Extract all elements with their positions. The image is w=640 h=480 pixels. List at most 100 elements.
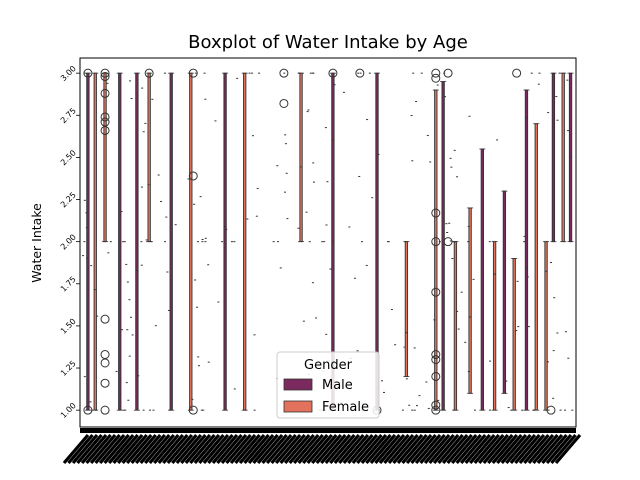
x-tick-label-93 [482, 433, 509, 465]
outlier-32 [443, 68, 453, 78]
box-25 [551, 72, 556, 243]
x-tick-label-71 [383, 433, 410, 465]
outlier-29 [431, 371, 441, 381]
x-tick-label-108 [550, 433, 577, 465]
box-26 [561, 72, 565, 243]
box-8 [223, 72, 227, 411]
x-tick-label-76 [405, 433, 433, 465]
box-9 [243, 72, 247, 411]
x-tick-label-56 [315, 433, 342, 465]
x-tick-band [80, 428, 576, 433]
x-tick-label-97 [500, 433, 528, 465]
x-tick-label-21 [157, 433, 185, 465]
x-tick-label-19 [148, 433, 175, 465]
x-tick-label-69 [374, 433, 401, 465]
x-tick-label-11 [112, 433, 139, 465]
outlier-34 [512, 68, 522, 78]
x-tick-label-72 [387, 433, 415, 465]
x-tick-label-109 [554, 433, 582, 465]
x-tick-label-53 [302, 433, 329, 465]
y-axis-ticks: 1.00 1.25 1.50 1.75 2.00 2.25 2.50 2.75 3.00 [59, 64, 80, 420]
x-tick-label-32 [207, 433, 234, 465]
box-20 [502, 190, 507, 394]
x-tick-label-85 [446, 433, 473, 465]
outlier-26 [431, 287, 441, 297]
legend: Gender Male Female [276, 351, 380, 419]
x-tick-label-84 [441, 433, 469, 465]
y-tick-label-5: 2.25 [59, 190, 78, 209]
box-13 [404, 241, 409, 377]
legend-swatch-male [283, 378, 313, 391]
x-tick-label-100 [514, 433, 541, 465]
x-tick-label-42 [252, 433, 279, 465]
x-tick-label-79 [419, 433, 446, 465]
box-1 [93, 72, 97, 411]
outlier-31 [431, 405, 441, 415]
x-tick-label-77 [410, 433, 437, 465]
outlier-10 [100, 358, 110, 368]
x-tick-label-102 [523, 433, 550, 465]
x-tick-label-41 [247, 433, 275, 465]
x-tick-label-49 [283, 433, 311, 465]
x-tick-label-83 [437, 433, 464, 465]
x-tick-label-90 [469, 433, 496, 465]
x-tick-label-103 [527, 433, 555, 465]
x-tick-label-38 [234, 433, 261, 465]
x-tick-label-94 [487, 433, 514, 465]
box-14 [434, 89, 438, 411]
x-tick-label-30 [198, 433, 225, 465]
outlier-15 [188, 171, 198, 181]
box-17 [468, 207, 472, 394]
y-tick-label-7: 2.75 [59, 106, 78, 125]
x-tick-label-59 [329, 433, 356, 465]
x-tick-label-86 [450, 433, 478, 465]
x-tick-label-3 [76, 433, 103, 465]
outlier-16 [188, 405, 198, 415]
legend-swatch-female [283, 400, 313, 413]
y-tick-label-6: 2.50 [59, 148, 78, 167]
y-tick-label-4: 2.00 [59, 233, 78, 252]
box-0 [86, 72, 90, 411]
x-tick-label-62 [342, 433, 370, 465]
x-tick-label-2 [71, 433, 99, 465]
x-tick-label-95 [491, 433, 519, 465]
x-tick-label-36 [225, 433, 252, 465]
x-tick-label-101 [518, 433, 546, 465]
x-tick-label-54 [306, 433, 333, 465]
x-tick-label-15 [130, 433, 157, 465]
x-tick-label-34 [216, 433, 243, 465]
outlier-3 [100, 72, 110, 82]
box-23 [534, 123, 538, 411]
legend-label-male: Male [322, 378, 353, 393]
legend-label-female: Female [322, 400, 369, 415]
x-tick-label-18 [144, 433, 171, 465]
x-tick-label-4 [80, 433, 108, 465]
x-tick-label-106 [541, 433, 568, 465]
x-tick-label-57 [320, 433, 347, 465]
box-4 [135, 72, 139, 411]
x-tick-label-26 [180, 433, 207, 465]
x-tick-label-1 [67, 433, 94, 465]
outlier-7 [100, 125, 110, 135]
x-tick-label-58 [324, 433, 352, 465]
box-15 [441, 81, 445, 411]
x-tick-label-80 [423, 433, 451, 465]
x-tick-label-28 [189, 433, 216, 465]
box-18 [480, 148, 484, 411]
x-tick-label-25 [175, 433, 203, 465]
x-tick-label-20 [153, 433, 180, 465]
box-21 [512, 258, 516, 411]
x-tick-label-55 [311, 433, 338, 465]
outlier-28 [431, 355, 441, 365]
outlier-2 [100, 68, 110, 78]
x-tick-label-9 [103, 433, 130, 465]
x-tick-label-88 [459, 433, 487, 465]
box-22 [524, 89, 529, 411]
x-tick-label-33 [211, 433, 239, 465]
x-tick-label-52 [297, 433, 324, 465]
outlier-17 [279, 68, 289, 78]
x-tick-label-7 [94, 433, 121, 465]
outlier-22 [431, 68, 441, 78]
x-tick-label-29 [193, 433, 221, 465]
outlier-19 [328, 68, 338, 78]
